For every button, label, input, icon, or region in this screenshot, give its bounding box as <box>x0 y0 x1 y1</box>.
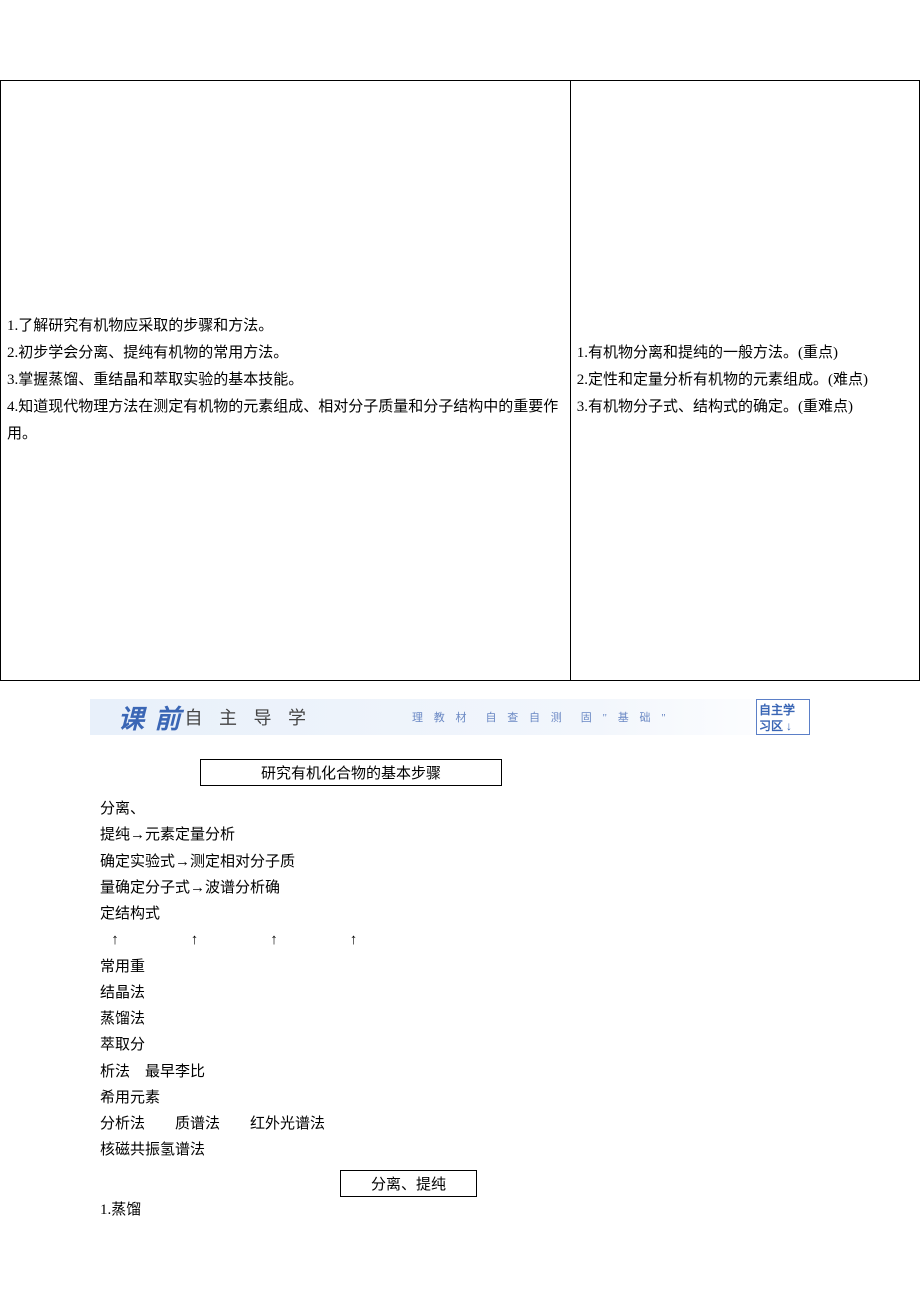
keypoint-item: 3.有机物分子式、结构式的确定。(重难点) <box>577 394 913 421</box>
method-line: 分析法 质谱法 红外光谱法 <box>100 1111 820 1137</box>
keypoint-item: 1.有机物分离和提纯的一般方法。(重点) <box>577 340 913 367</box>
keypoint-item: 2.定性和定量分析有机物的元素组成。(难点) <box>577 367 913 394</box>
up-arrow-icon: ↑ <box>350 927 358 953</box>
objectives-right-cell: 1.有机物分离和提纯的一般方法。(重点) 2.定性和定量分析有机物的元素组成。(… <box>570 81 919 681</box>
flow-line: 确定实验式→测定相对分子质 <box>100 849 820 875</box>
method-line: 蒸馏法 <box>100 1006 820 1032</box>
up-arrow-icon: ↑ <box>270 927 278 953</box>
banner-box-line: 自主学 <box>759 703 807 719</box>
section-heading: 分离、提纯 <box>371 1177 446 1193</box>
section-heading-box: 分离、提纯 <box>340 1170 477 1197</box>
flow-line: 分离、 <box>100 796 820 822</box>
method-line: 常用重 <box>100 954 820 980</box>
page-root: 1.了解研究有机物应采取的步骤和方法。 2.初步学会分离、提纯有机物的常用方法。… <box>0 80 920 1223</box>
banner-title-b: 自 主 导 学 <box>185 704 313 730</box>
flow-line: 量确定分子式→波谱分析确 <box>100 875 820 901</box>
flow-text-block: 分离、 提纯→元素定量分析 确定实验式→测定相对分子质 量确定分子式→波谱分析确… <box>100 796 820 1164</box>
section-heading-box: 研究有机化合物的基本步骤 <box>200 759 502 786</box>
objective-item: 4.知道现代物理方法在测定有机物的元素组成、相对分子质量和分子结构中的重要作用。 <box>7 394 564 448</box>
up-arrow-icon: ↑ <box>111 927 119 953</box>
method-line: 希用元素 <box>100 1085 820 1111</box>
flow-line: 提纯→元素定量分析 <box>100 822 820 848</box>
up-arrow-icon: ↑ <box>191 927 199 953</box>
flow-line: 定结构式 <box>100 901 820 927</box>
objective-item: 2.初步学会分离、提纯有机物的常用方法。 <box>7 340 564 367</box>
arrow-row: ↑ ↑ ↑ ↑ <box>100 927 820 953</box>
objectives-left-cell: 1.了解研究有机物应采取的步骤和方法。 2.初步学会分离、提纯有机物的常用方法。… <box>1 81 571 681</box>
banner-title-a: 课 前 <box>118 699 183 736</box>
subsection-line: 1.蒸馏 <box>100 1197 820 1223</box>
banner-side-box: 自主学 习区 ↓ <box>756 699 810 735</box>
method-line: 结晶法 <box>100 980 820 1006</box>
method-line: 核磁共振氢谱法 <box>100 1137 820 1163</box>
objective-item: 1.了解研究有机物应采取的步骤和方法。 <box>7 313 564 340</box>
banner-subtitle: 理 教 材 自 查 自 测 固 " 基 础 " <box>412 709 670 725</box>
banner-box-line: 习区 ↓ <box>759 719 807 735</box>
objectives-table: 1.了解研究有机物应采取的步骤和方法。 2.初步学会分离、提纯有机物的常用方法。… <box>0 80 920 681</box>
method-line: 萃取分 <box>100 1032 820 1058</box>
method-line: 析法 最早李比 <box>100 1059 820 1085</box>
section-banner: 课 前 自 主 导 学 理 教 材 自 查 自 测 固 " 基 础 " 自主学 … <box>90 699 810 735</box>
objective-item: 3.掌握蒸馏、重结晶和萃取实验的基本技能。 <box>7 367 564 394</box>
section-heading: 研究有机化合物的基本步骤 <box>261 766 441 782</box>
